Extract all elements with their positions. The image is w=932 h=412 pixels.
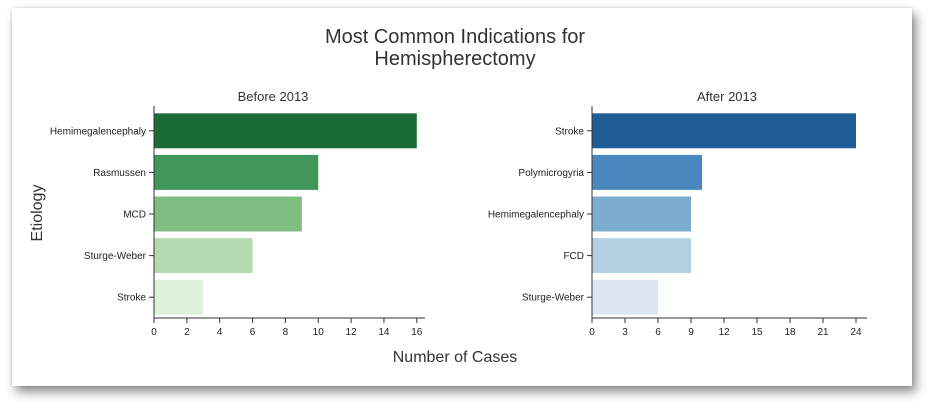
bar	[154, 238, 253, 274]
bar	[592, 196, 691, 232]
x-tick-label: 2	[184, 327, 190, 338]
category-label: Rasmussen	[93, 168, 146, 179]
category-label: Sturge-Weber	[522, 293, 585, 304]
chart-panels: Before 2013 Hemimegalencephaly Rasmussen MC…	[50, 89, 867, 338]
bar	[154, 154, 319, 190]
x-tick-label: 21	[817, 327, 829, 338]
bar	[154, 113, 417, 149]
category-label: Stroke	[117, 293, 146, 304]
category-label: Hemimegalencephaly	[50, 126, 146, 137]
chart-title-line-2: Hemispherectomy	[374, 48, 535, 70]
bar	[592, 238, 691, 274]
x-axis-title: Number of Cases	[393, 349, 518, 366]
bar	[592, 113, 856, 149]
bar	[154, 196, 302, 232]
x-tick-label: 6	[250, 327, 256, 338]
category-label: Stroke	[555, 126, 584, 137]
x-tick-label: 12	[346, 327, 358, 338]
bar	[592, 154, 702, 190]
x-tick-label: 15	[751, 327, 763, 338]
x-tick-label: 18	[784, 327, 796, 338]
category-label: FCD	[563, 251, 584, 262]
x-tick-label: 6	[655, 327, 661, 338]
x-tick-label: 0	[589, 327, 595, 338]
chart-panel-2: After 2013 Stroke Polymicrogyria Hemimegale…	[488, 89, 867, 338]
x-tick-label: 10	[313, 327, 325, 338]
category-label: MCD	[123, 210, 146, 221]
category-label: Hemimegalencephaly	[488, 210, 584, 221]
x-tick-label: 12	[718, 327, 730, 338]
chart-title-line-1: Most Common Indications for	[325, 26, 585, 48]
chart-card: Most Common Indications for Hemispherect…	[12, 8, 912, 386]
bar	[154, 279, 204, 315]
y-axis-title: Etiology	[29, 185, 46, 242]
x-tick-label: 4	[217, 327, 223, 338]
x-tick-label: 9	[688, 327, 694, 338]
x-tick-label: 24	[850, 327, 862, 338]
category-label: Polymicrogyria	[518, 168, 584, 179]
x-tick-label: 16	[411, 327, 423, 338]
x-tick-label: 0	[151, 327, 157, 338]
chart-panel-1: Before 2013 Hemimegalencephaly Rasmussen MC…	[50, 89, 425, 338]
panel-title: Before 2013	[238, 89, 309, 104]
x-tick-label: 8	[283, 327, 289, 338]
bar	[592, 279, 658, 315]
chart-figure: Most Common Indications for Hemispherect…	[29, 26, 867, 366]
x-tick-label: 14	[378, 327, 390, 338]
category-label: Sturge-Weber	[84, 251, 147, 262]
panel-title: After 2013	[697, 89, 757, 104]
x-tick-label: 3	[622, 327, 628, 338]
